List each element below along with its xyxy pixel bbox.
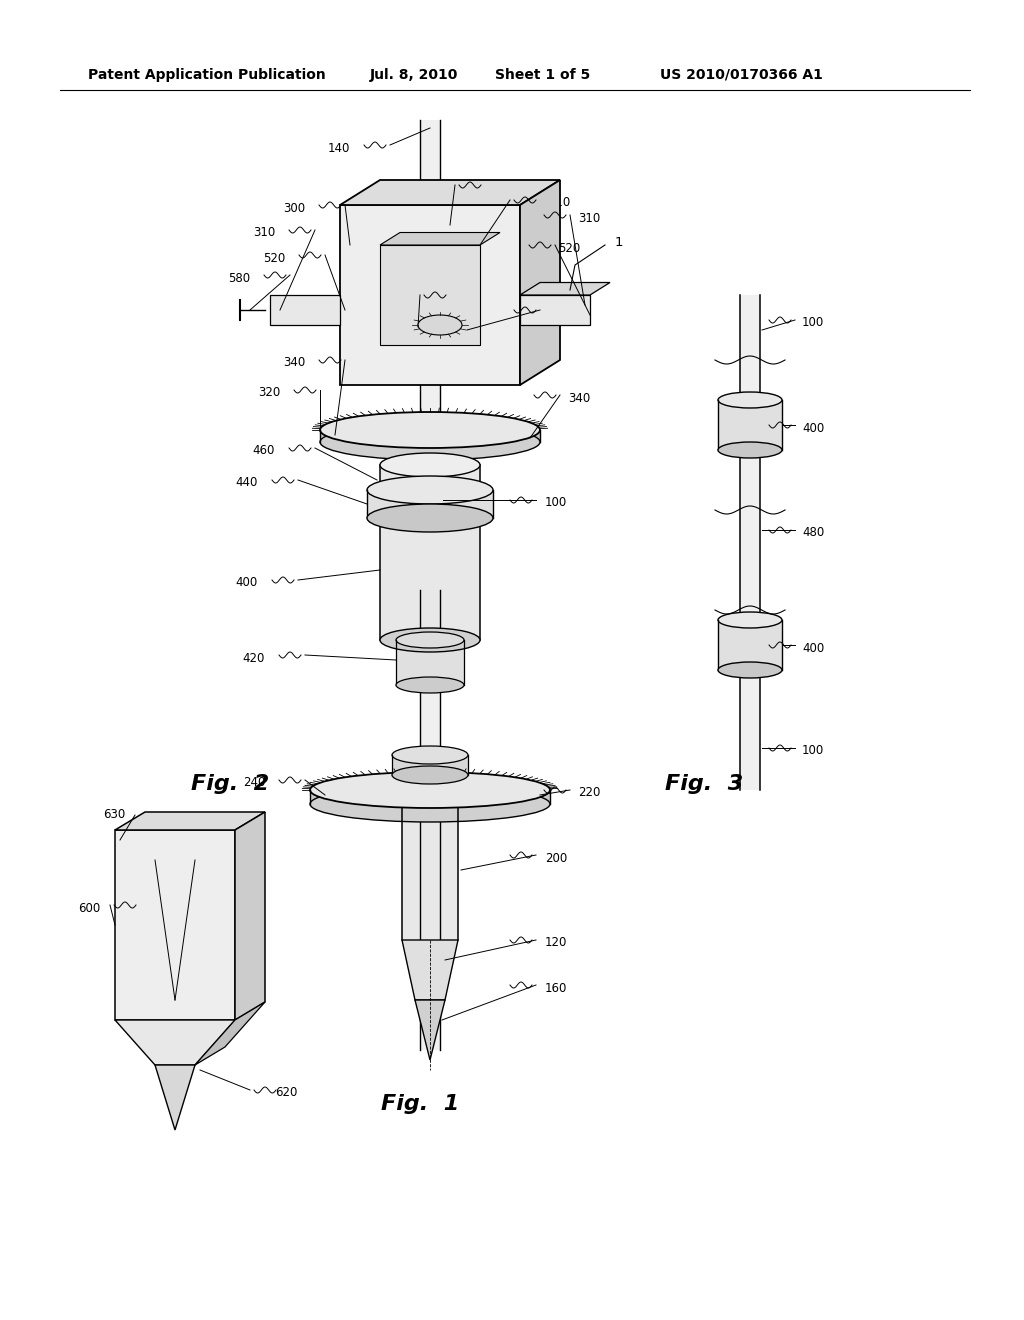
Text: Fig.  3: Fig. 3 xyxy=(665,774,743,795)
Bar xyxy=(718,620,782,671)
Ellipse shape xyxy=(319,412,540,447)
Ellipse shape xyxy=(310,785,550,822)
Polygon shape xyxy=(270,294,340,325)
Text: 600: 600 xyxy=(78,902,100,915)
Text: 580: 580 xyxy=(228,272,250,285)
Polygon shape xyxy=(310,789,550,804)
Bar xyxy=(392,755,468,775)
Text: Fig.  1: Fig. 1 xyxy=(381,1094,459,1114)
Bar xyxy=(420,590,440,760)
Text: 520: 520 xyxy=(263,252,285,264)
Text: 320: 320 xyxy=(258,387,280,400)
Ellipse shape xyxy=(392,746,468,764)
Bar xyxy=(402,804,458,940)
Text: 310: 310 xyxy=(578,211,600,224)
Text: 460: 460 xyxy=(253,445,275,458)
Text: 100: 100 xyxy=(545,496,567,510)
Text: Fig.  2: Fig. 2 xyxy=(190,774,269,795)
Ellipse shape xyxy=(319,424,540,459)
Text: 340: 340 xyxy=(568,392,590,404)
Polygon shape xyxy=(380,232,500,246)
Text: 510: 510 xyxy=(548,197,570,210)
Text: 630: 630 xyxy=(102,808,125,821)
Bar xyxy=(367,490,493,517)
Text: 500: 500 xyxy=(485,181,507,194)
Ellipse shape xyxy=(396,677,464,693)
Ellipse shape xyxy=(718,663,782,678)
Bar xyxy=(740,671,760,789)
Bar xyxy=(740,450,760,620)
Polygon shape xyxy=(115,812,265,830)
Text: 310: 310 xyxy=(253,227,275,239)
Text: 440: 440 xyxy=(236,477,258,490)
Text: 400: 400 xyxy=(236,577,258,590)
Text: 160: 160 xyxy=(545,982,567,994)
Text: Jul. 8, 2010: Jul. 8, 2010 xyxy=(370,69,459,82)
Text: 620: 620 xyxy=(275,1086,297,1100)
Text: 240: 240 xyxy=(243,776,265,789)
Text: 100: 100 xyxy=(802,744,824,758)
Text: 420: 420 xyxy=(243,652,265,664)
Text: 340: 340 xyxy=(283,356,305,370)
Text: US 2010/0170366 A1: US 2010/0170366 A1 xyxy=(660,69,823,82)
Polygon shape xyxy=(340,205,520,385)
Ellipse shape xyxy=(418,315,462,335)
Text: 120: 120 xyxy=(545,936,567,949)
Polygon shape xyxy=(520,180,560,385)
Polygon shape xyxy=(195,1002,265,1065)
Polygon shape xyxy=(115,1020,234,1065)
Ellipse shape xyxy=(718,612,782,628)
Text: 480: 480 xyxy=(802,527,824,540)
Polygon shape xyxy=(402,940,458,1001)
Text: 300: 300 xyxy=(283,202,305,214)
Bar xyxy=(396,640,464,685)
Ellipse shape xyxy=(396,632,464,648)
Polygon shape xyxy=(319,430,540,442)
Ellipse shape xyxy=(310,772,550,808)
Text: 140: 140 xyxy=(328,141,350,154)
Text: 220: 220 xyxy=(578,787,600,800)
Polygon shape xyxy=(415,1001,445,1060)
Polygon shape xyxy=(155,1065,195,1130)
Text: 100: 100 xyxy=(802,317,824,330)
Text: 400: 400 xyxy=(802,421,824,434)
Text: 544: 544 xyxy=(390,292,413,305)
Ellipse shape xyxy=(718,392,782,408)
Text: Patent Application Publication: Patent Application Publication xyxy=(88,69,326,82)
Text: Sheet 1 of 5: Sheet 1 of 5 xyxy=(495,69,590,82)
Ellipse shape xyxy=(367,477,493,504)
Text: 400: 400 xyxy=(802,642,824,655)
Text: 1: 1 xyxy=(615,236,624,249)
Polygon shape xyxy=(340,180,560,205)
Text: 200: 200 xyxy=(545,851,567,865)
Polygon shape xyxy=(115,830,234,1020)
Polygon shape xyxy=(520,294,590,325)
Bar xyxy=(420,810,440,1049)
Ellipse shape xyxy=(380,453,480,477)
Ellipse shape xyxy=(392,766,468,784)
Polygon shape xyxy=(520,282,610,294)
Text: 540: 540 xyxy=(548,306,570,319)
Polygon shape xyxy=(380,246,480,345)
Ellipse shape xyxy=(718,442,782,458)
Ellipse shape xyxy=(367,504,493,532)
Ellipse shape xyxy=(380,628,480,652)
Bar xyxy=(380,465,480,640)
Polygon shape xyxy=(234,812,265,1020)
Text: 520: 520 xyxy=(558,242,581,255)
Bar xyxy=(718,400,782,450)
Bar xyxy=(740,294,760,400)
Bar xyxy=(420,120,440,510)
